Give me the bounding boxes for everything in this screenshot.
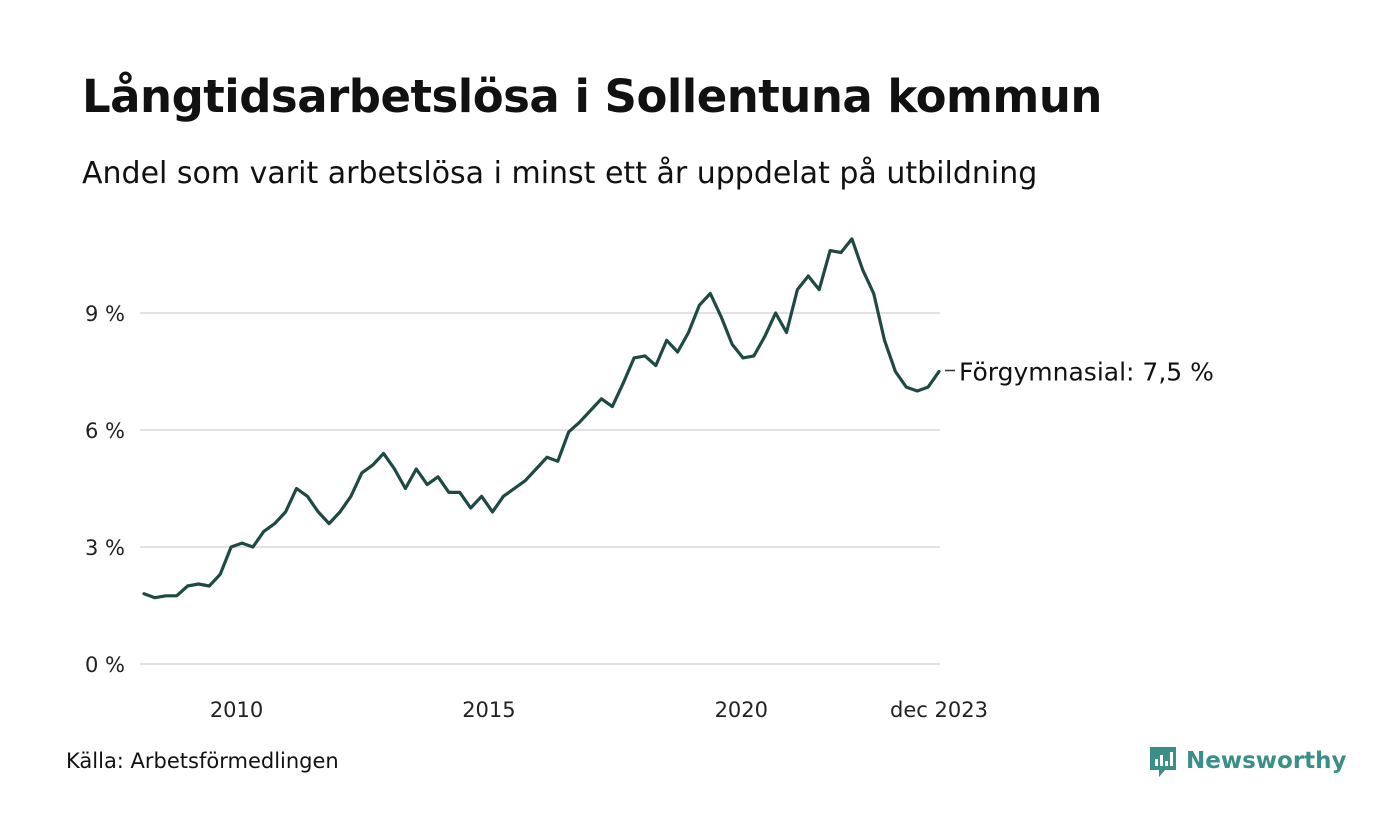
grid bbox=[140, 312, 940, 665]
brand-logo[interactable]: Newsworthy bbox=[1148, 744, 1347, 778]
y-tick-label: 0 % bbox=[85, 653, 125, 677]
y-tick-label: 6 % bbox=[85, 419, 125, 443]
newsworthy-logo-icon bbox=[1150, 747, 1176, 777]
series-line-förgymnasial bbox=[142, 237, 941, 600]
axis-labels: 0 % 3 % 6 % 9 % 2010 2015 2020 dec 2023 bbox=[85, 302, 988, 722]
y-tick-label: 9 % bbox=[85, 302, 125, 326]
x-tick-label: 2010 bbox=[210, 698, 263, 722]
series-end-label: Förgymnasial: 7,5 % bbox=[959, 358, 1214, 387]
x-tick-label: dec 2023 bbox=[890, 698, 988, 722]
brand-name: Newsworthy bbox=[1186, 748, 1347, 774]
x-tick-label: 2015 bbox=[462, 698, 515, 722]
source-note: Källa: Arbetsförmedlingen bbox=[66, 749, 339, 773]
y-tick-label: 3 % bbox=[85, 536, 125, 560]
x-tick-label: 2020 bbox=[715, 698, 768, 722]
series-lines bbox=[142, 237, 941, 600]
series-labels: Förgymnasial: 7,5 % bbox=[945, 358, 1214, 387]
page-title: Långtidsarbetslösa i Sollentuna kommun bbox=[82, 70, 1102, 123]
page-subtitle: Andel som varit arbetslösa i minst ett å… bbox=[82, 156, 1038, 191]
